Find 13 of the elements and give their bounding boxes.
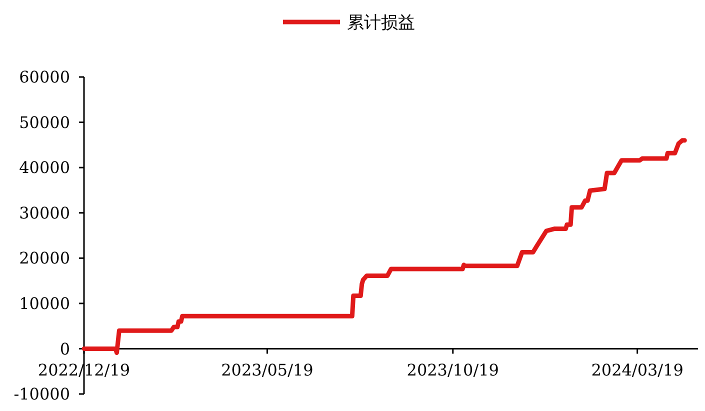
- legend-label: 累计损益: [347, 12, 415, 33]
- y-tick-label: 30000: [19, 203, 70, 222]
- x-tick-label: 2023/05/19: [221, 360, 314, 380]
- x-tick-label: 2024/03/19: [591, 360, 684, 380]
- y-tick-label: 50000: [19, 112, 70, 132]
- y-tick-label: -10000: [14, 384, 70, 404]
- line-series: [82, 138, 687, 356]
- y-tick-label: 20000: [19, 248, 70, 268]
- y-tick-label: 60000: [19, 68, 70, 87]
- y-tick-label: 0: [60, 339, 70, 358]
- x-tick-label: 2023/10/19: [406, 360, 499, 380]
- y-tick-label: 10000: [19, 294, 70, 314]
- y-tick-label: 40000: [19, 158, 70, 178]
